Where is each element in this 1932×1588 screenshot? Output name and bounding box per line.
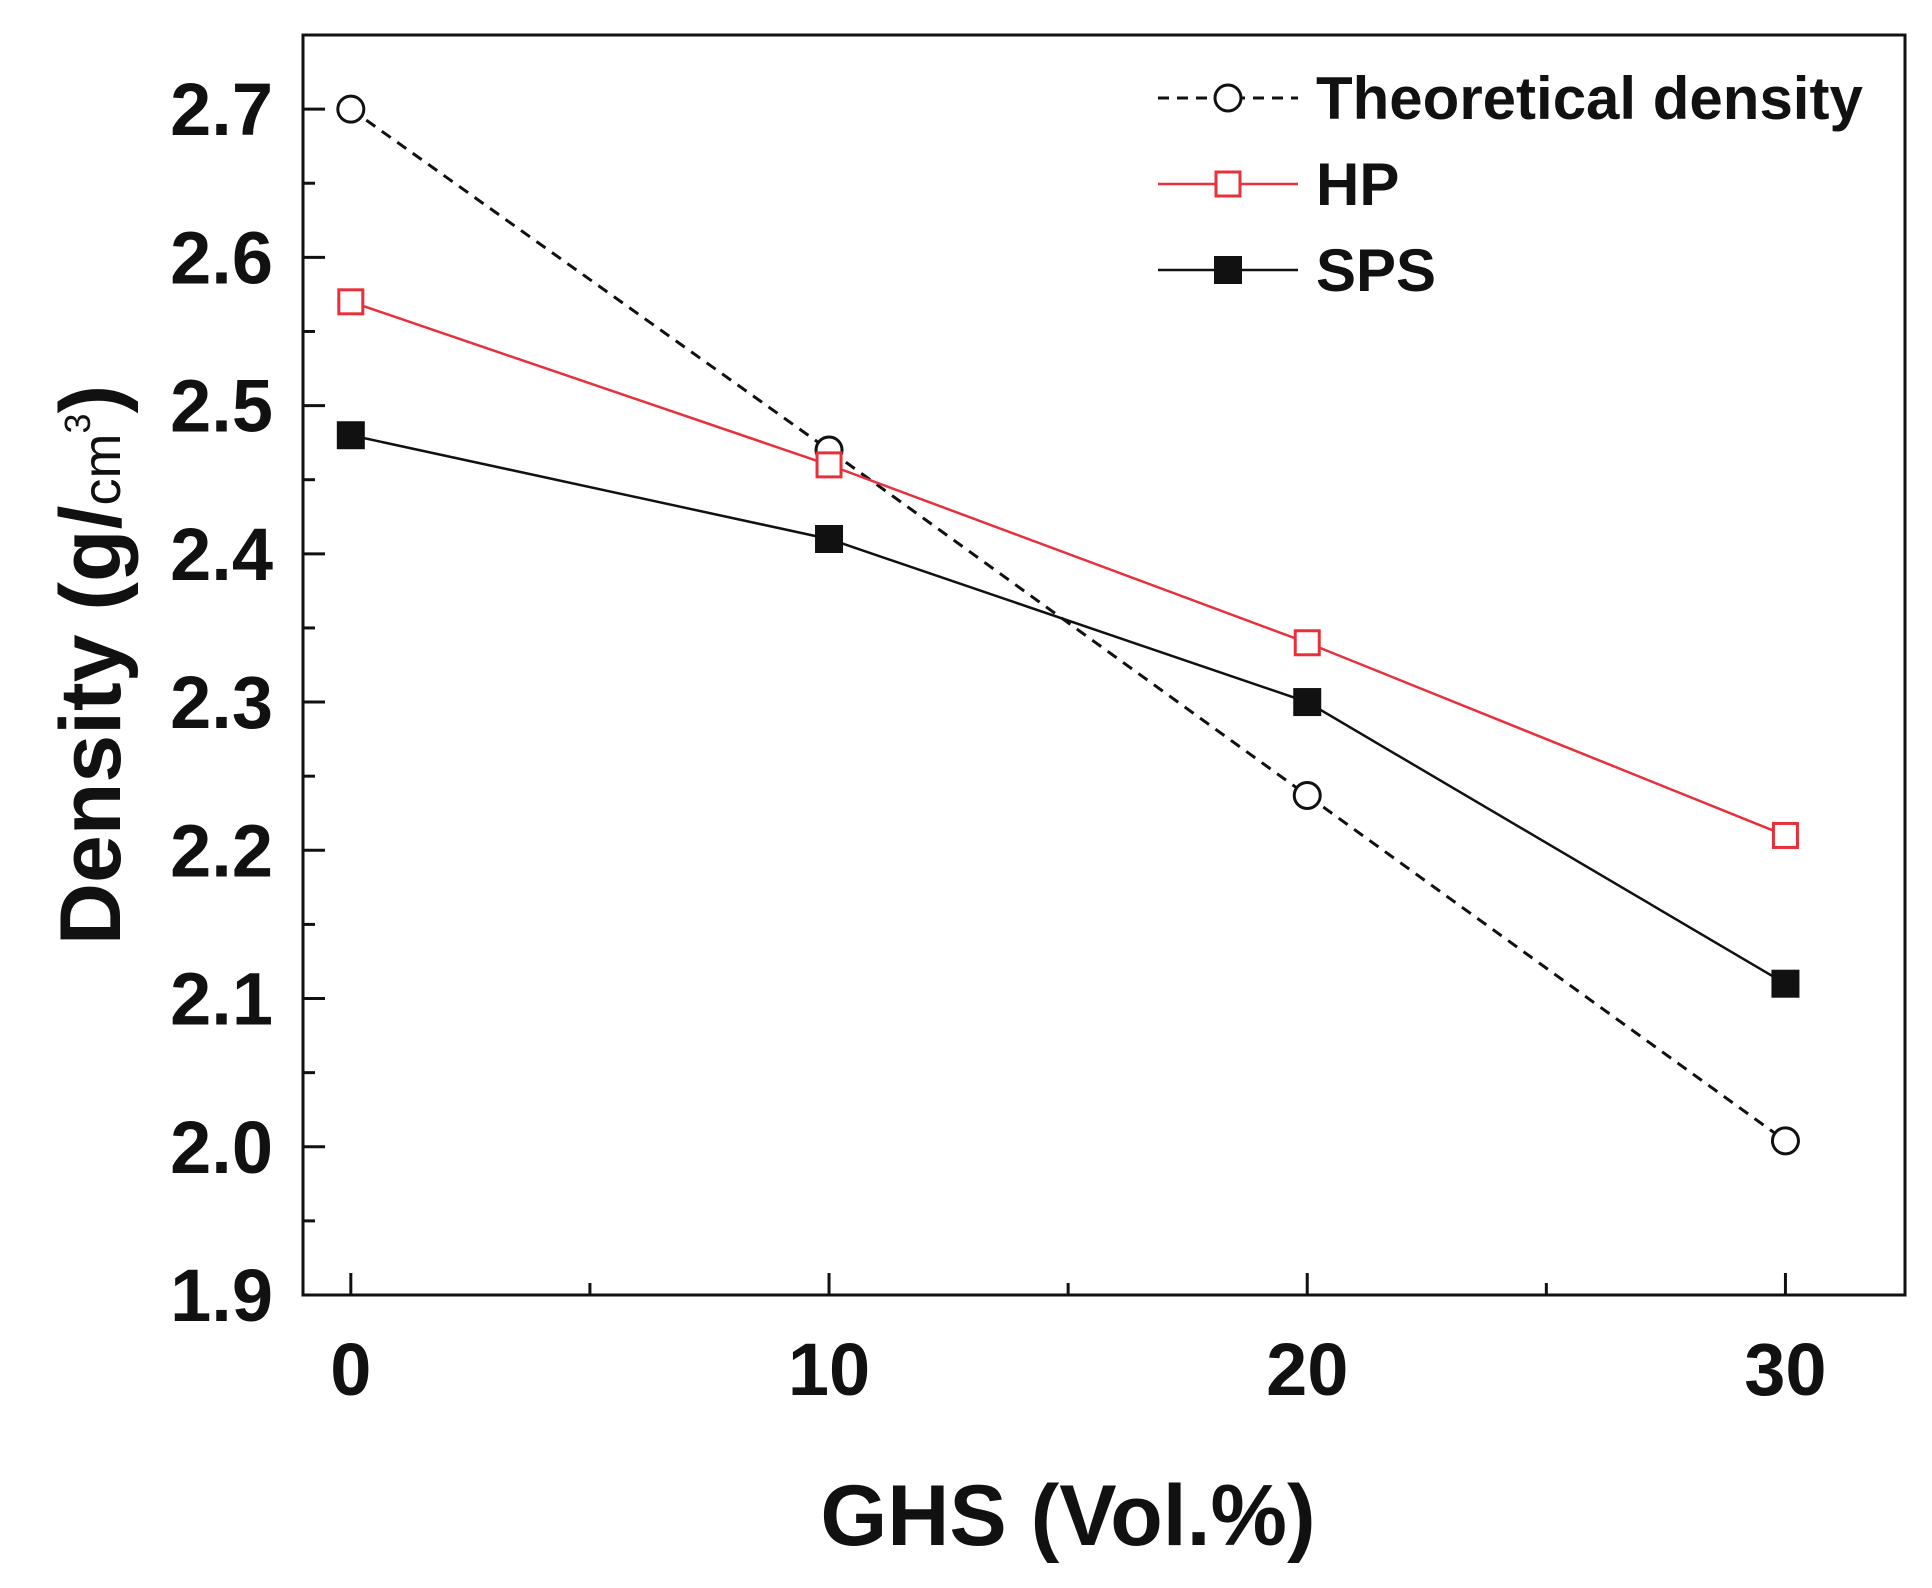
data-point-hp — [1293, 629, 1321, 657]
y-tick-label: 2.1 — [170, 958, 273, 1041]
legend-label-theoretical: Theoretical density — [1316, 65, 1863, 132]
data-point-hp — [337, 288, 365, 316]
x-axis-ticks: 0 10 20 30 — [330, 1273, 1827, 1411]
data-point-hp — [815, 451, 843, 479]
data-point-sps — [815, 525, 844, 553]
data-point-hp — [1771, 821, 1799, 849]
y-tick-label: 2.2 — [170, 809, 273, 892]
x-tick-label: 0 — [330, 1328, 371, 1411]
series-line-hp — [350, 300, 1786, 837]
y-axis-label-main: Density (g/ — [43, 505, 139, 945]
y-tick-label: 1.9 — [170, 1254, 273, 1337]
data-point-theoretical — [1292, 780, 1322, 810]
y-axis-label-unit: cm — [72, 434, 132, 506]
legend-marker-theoretical — [1213, 83, 1243, 113]
data-point-sps — [336, 421, 365, 450]
x-axis-label: GHS (Vol.%) — [820, 1468, 1315, 1564]
legend: Theoretical density HP SPS — [1158, 65, 1863, 304]
x-tick-label: 30 — [1744, 1328, 1826, 1411]
series-line-theoretical — [349, 107, 1787, 1143]
x-tick-label: 20 — [1266, 1328, 1348, 1411]
legend-marker-sps — [1214, 256, 1242, 284]
y-axis-label: Density (g/cm3) — [43, 385, 139, 945]
y-axis-label-close: ) — [43, 385, 139, 414]
data-point-sps — [1771, 969, 1800, 998]
y-tick-label: 2.5 — [170, 365, 273, 448]
y-axis-ticks: 1.9 2.0 2.1 2.2 2.3 2.4 2.5 2.6 2.7 — [170, 68, 325, 1337]
y-tick-label: 2.6 — [170, 216, 273, 299]
y-tick-label: 2.7 — [170, 68, 273, 151]
y-tick-label: 2.4 — [170, 513, 273, 596]
data-point-theoretical — [1770, 1126, 1800, 1156]
x-tick-label: 10 — [788, 1328, 870, 1411]
legend-label-sps: SPS — [1316, 237, 1436, 304]
series-theoretical — [336, 94, 1800, 1156]
series-sps — [336, 421, 1800, 998]
legend-marker-hp — [1214, 170, 1242, 198]
series-line-sps — [350, 434, 1787, 985]
y-tick-label: 2.3 — [170, 661, 273, 744]
plot-area-frame — [301, 33, 1907, 1297]
legend-label-hp: HP — [1316, 151, 1399, 218]
data-point-theoretical — [336, 94, 366, 124]
series-hp — [337, 288, 1799, 849]
series-layer — [336, 94, 1800, 1156]
data-point-sps — [1293, 688, 1322, 717]
y-axis-label-sup: 3 — [57, 414, 98, 434]
y-tick-label: 2.0 — [170, 1106, 273, 1189]
